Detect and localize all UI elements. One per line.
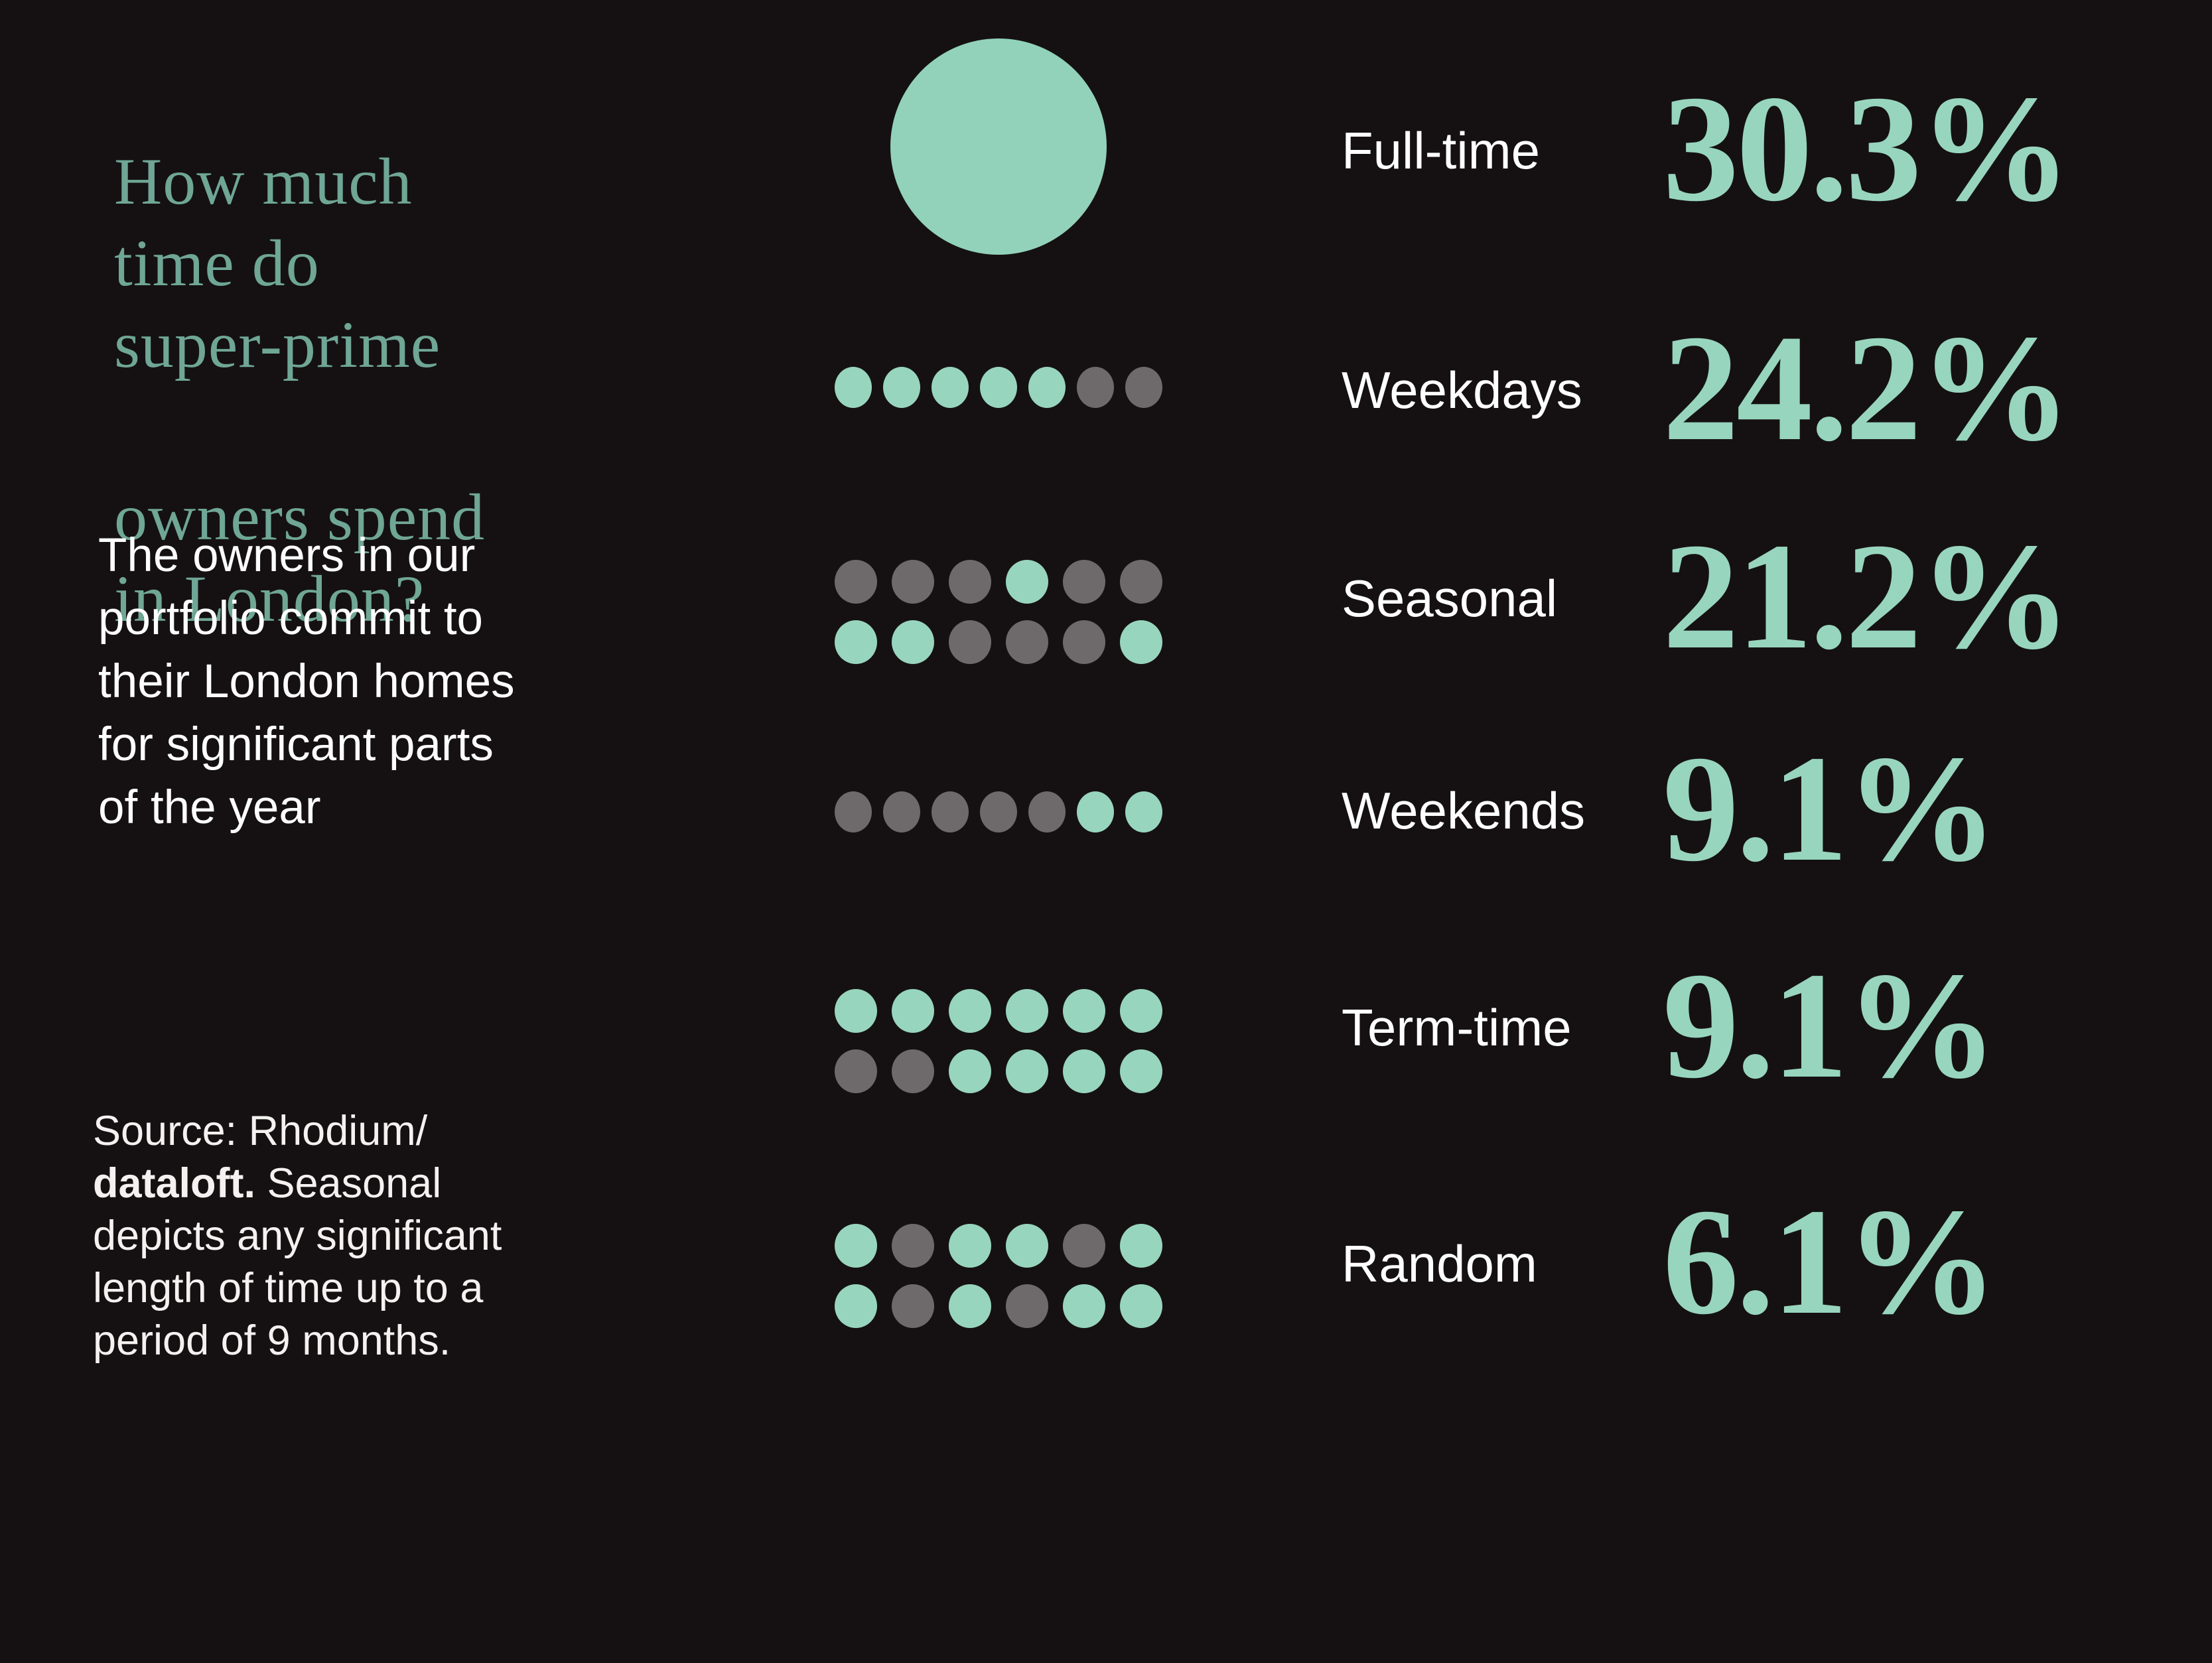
- dot-row: [835, 560, 1162, 604]
- dot-muted: [1063, 1224, 1105, 1268]
- dot-highlighted: [1063, 1284, 1105, 1328]
- dot-muted: [1063, 560, 1105, 604]
- row-label-full-time: Full-time: [1342, 121, 1541, 180]
- subtitle-line: The owners in our: [98, 529, 476, 582]
- dot-row: [835, 1049, 1162, 1093]
- subtitle-line: their London homes: [98, 655, 515, 708]
- dot-highlighted: [949, 1284, 991, 1328]
- dot-muted: [892, 560, 934, 604]
- dot-muted: [1028, 791, 1066, 832]
- row-label-weekdays: Weekdays: [1342, 361, 1582, 419]
- row-percent-seasonal: 21.2%: [1663, 511, 2071, 681]
- source-line: length of time up to a: [93, 1265, 484, 1311]
- dot-muted: [980, 791, 1017, 832]
- dot-highlighted: [1006, 560, 1048, 604]
- dataloft-brand: dataloft.: [93, 1160, 255, 1207]
- dot-highlighted: [1063, 989, 1105, 1033]
- weekdays-dot-grid: [835, 367, 1162, 408]
- row-percent-full-time: 30.3%: [1663, 64, 2071, 233]
- row-label-seasonal: Seasonal: [1342, 569, 1558, 628]
- dot-muted: [1125, 367, 1162, 408]
- subtitle: The owners in our portfolio commit to th…: [98, 524, 515, 839]
- row-percent-weekends: 9.1%: [1663, 724, 1998, 893]
- dot-highlighted: [932, 367, 969, 408]
- dot-row: [835, 989, 1162, 1033]
- dot-muted: [892, 1224, 934, 1268]
- dot-highlighted: [835, 989, 877, 1033]
- row-percent-weekdays: 24.2%: [1663, 303, 2071, 472]
- dot-muted: [1063, 620, 1105, 664]
- dot-highlighted: [1006, 1049, 1048, 1093]
- dot-highlighted: [1120, 1224, 1162, 1268]
- dot-row: [835, 367, 1162, 408]
- dot-muted: [835, 1049, 877, 1093]
- random-dot-grid: [835, 1224, 1162, 1328]
- page-title: How much time do super-prime owners spen…: [114, 59, 485, 721]
- dot-muted: [949, 620, 991, 664]
- dot-muted: [1006, 1284, 1048, 1328]
- dot-muted: [1077, 367, 1114, 408]
- row-percent-term-time: 9.1%: [1663, 941, 1998, 1110]
- dot-row: [835, 791, 1162, 832]
- seasonal-dot-grid: [835, 560, 1162, 664]
- dot-highlighted: [1125, 791, 1162, 832]
- subtitle-line: portfolio commit to: [98, 592, 484, 645]
- dot-highlighted: [835, 367, 872, 408]
- row-percent-random: 6.1%: [1663, 1177, 1998, 1346]
- source-line-rest: Seasonal: [255, 1160, 442, 1207]
- dot-row: [835, 1224, 1162, 1268]
- dot-highlighted: [892, 989, 934, 1033]
- subtitle-line: of the year: [98, 781, 321, 834]
- dot-row: [835, 1284, 1162, 1328]
- dot-highlighted: [1120, 989, 1162, 1033]
- source-line: period of 9 months.: [93, 1317, 451, 1364]
- dot-muted: [932, 791, 969, 832]
- full-time-circle: [890, 38, 1107, 255]
- dot-muted: [1120, 560, 1162, 604]
- dot-highlighted: [892, 620, 934, 664]
- term-time-dot-grid: [835, 989, 1162, 1093]
- row-label-random: Random: [1342, 1234, 1537, 1293]
- source-line: Source: Rhodium/: [93, 1108, 428, 1154]
- dot-highlighted: [949, 1049, 991, 1093]
- dot-highlighted: [835, 1284, 877, 1328]
- dot-highlighted: [1120, 620, 1162, 664]
- dot-highlighted: [1077, 791, 1114, 832]
- dot-highlighted: [883, 367, 920, 408]
- dot-muted: [1006, 620, 1048, 664]
- dot-highlighted: [949, 1224, 991, 1268]
- dot-highlighted: [1006, 989, 1048, 1033]
- dot-highlighted: [1028, 367, 1066, 408]
- dot-highlighted: [1063, 1049, 1105, 1093]
- dot-highlighted: [1006, 1224, 1048, 1268]
- weekends-dot-grid: [835, 791, 1162, 832]
- title-paragraph-2: owners spend in London?: [114, 480, 486, 635]
- dot-muted: [835, 791, 872, 832]
- dot-row: [835, 620, 1162, 664]
- dot-muted: [883, 791, 920, 832]
- row-label-term-time: Term-time: [1342, 998, 1572, 1057]
- dot-highlighted: [949, 989, 991, 1033]
- title-paragraph-1: How much time do super-prime: [114, 145, 441, 381]
- dot-highlighted: [980, 367, 1017, 408]
- dot-highlighted: [835, 620, 877, 664]
- row-label-weekends: Weekends: [1342, 781, 1586, 840]
- dot-highlighted: [1120, 1049, 1162, 1093]
- dot-muted: [949, 560, 991, 604]
- source-line: dataloft. Seasonal: [93, 1158, 502, 1210]
- source-line: depicts any significant: [93, 1213, 502, 1259]
- source-note: Source: Rhodium/ dataloft. Seasonal depi…: [93, 1105, 502, 1367]
- dot-muted: [892, 1284, 934, 1328]
- dot-muted: [892, 1049, 934, 1093]
- subtitle-line: for significant parts: [98, 718, 494, 771]
- dot-muted: [835, 560, 877, 604]
- dot-highlighted: [1120, 1284, 1162, 1328]
- dot-highlighted: [835, 1224, 877, 1268]
